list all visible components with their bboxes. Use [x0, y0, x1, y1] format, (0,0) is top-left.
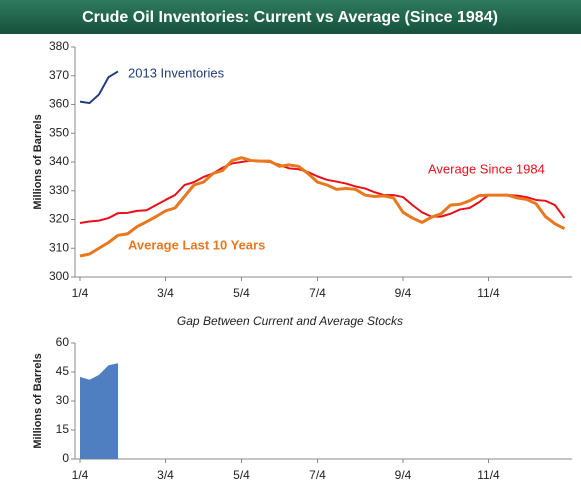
area: [80, 363, 118, 459]
series-label: Average Last 10 Years: [128, 237, 265, 252]
y-axis-label: Millions of Barrels: [32, 353, 44, 448]
x-tick-label: 1/4: [72, 468, 89, 482]
y-tick-label: 0: [62, 451, 69, 465]
y-axis-label: Millions of Barrels: [32, 114, 44, 209]
y-tick-label: 380: [49, 39, 69, 53]
x-tick-label: 9/4: [395, 468, 412, 482]
x-tick-label: 1/4: [72, 286, 89, 300]
x-tick-label: 3/4: [157, 468, 174, 482]
y-tick-label: 370: [49, 68, 69, 82]
series-label: 2013 Inventories: [128, 65, 225, 80]
y-tick-label: 340: [49, 154, 69, 168]
chart-title: Crude Oil Inventories: Current vs Averag…: [82, 9, 498, 26]
line: [79, 156, 566, 258]
subtitle: Gap Between Current and Average Stocks: [177, 314, 403, 328]
x-tick-label: 11/4: [477, 468, 500, 482]
x-tick-label: 5/4: [233, 286, 250, 300]
x-tick-label: 5/4: [233, 468, 250, 482]
y-tick-label: 350: [49, 125, 69, 139]
x-tick-label: 3/4: [157, 286, 174, 300]
y-tick-label: 30: [56, 393, 70, 407]
y-tick-label: 310: [49, 240, 69, 254]
y-tick-label: 15: [56, 422, 70, 436]
x-tick-label: 7/4: [309, 468, 326, 482]
y-tick-label: 360: [49, 97, 69, 111]
y-tick-label: 320: [49, 212, 69, 226]
title-bar: [0, 0, 581, 34]
line: [79, 70, 119, 105]
line: [79, 159, 566, 224]
y-tick-label: 60: [56, 335, 70, 349]
x-tick-label: 11/4: [477, 286, 500, 300]
x-tick-label: 9/4: [395, 286, 412, 300]
x-tick-label: 7/4: [309, 286, 326, 300]
y-tick-label: 300: [49, 269, 69, 283]
series-label: Average Since 1984: [428, 161, 545, 176]
y-tick-label: 330: [49, 183, 69, 197]
y-tick-label: 45: [56, 364, 70, 378]
